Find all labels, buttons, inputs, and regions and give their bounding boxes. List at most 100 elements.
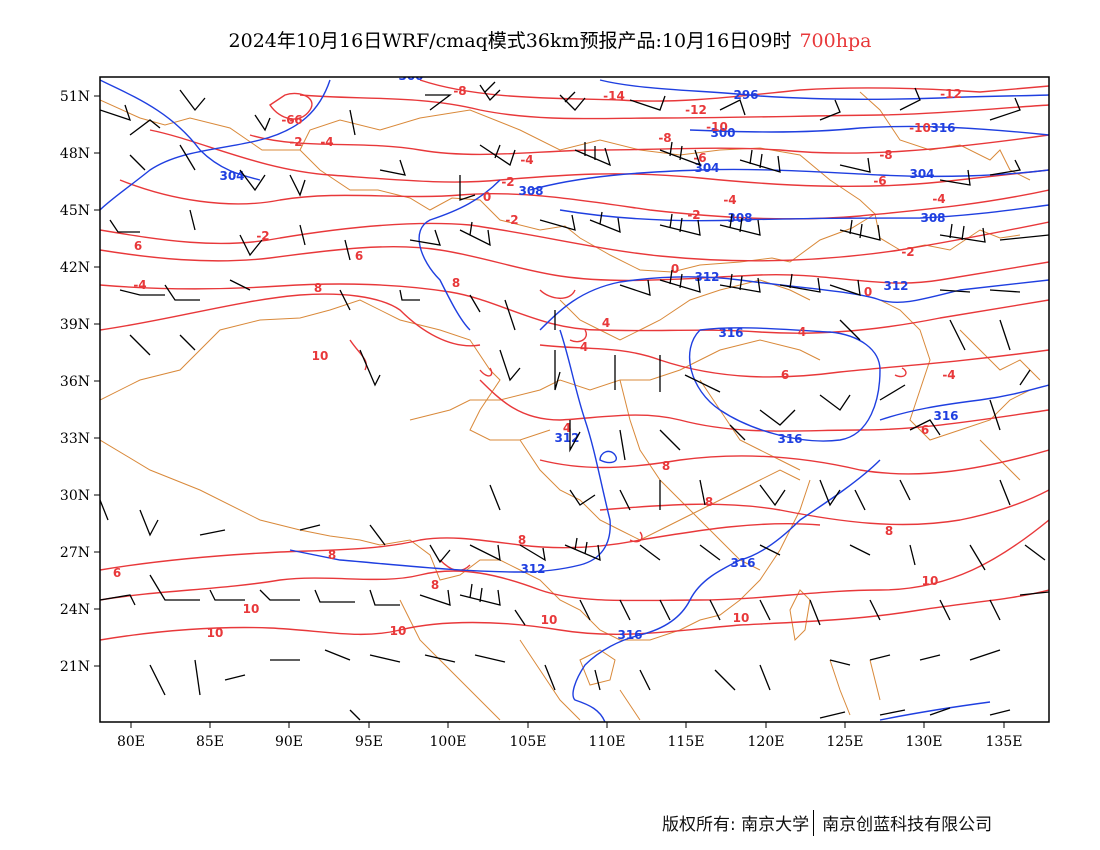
height-label: 312 (554, 431, 579, 445)
wind-barb (809, 599, 821, 626)
temp-line (539, 289, 587, 343)
wind-barb (759, 409, 796, 426)
wind-barb (109, 219, 140, 233)
wind-barb (179, 334, 196, 351)
wind-barb (939, 599, 951, 621)
temp-label: 6 (355, 249, 363, 263)
temp-label: -8 (879, 148, 892, 162)
temp-label: -6 (281, 113, 294, 127)
wind-barb (849, 544, 871, 556)
wind-barb (229, 279, 251, 291)
height-line (879, 701, 991, 721)
wind-barb (659, 269, 701, 293)
wind-barb (254, 114, 271, 132)
wind-barb (164, 284, 200, 301)
temp-label: 6 (113, 566, 121, 580)
wind-barb (569, 489, 596, 506)
wind-barb (299, 224, 306, 246)
wind-barb (499, 349, 521, 382)
map-frame (99, 76, 1050, 723)
temp-label: 0 (864, 285, 872, 299)
border-hainan (579, 649, 616, 686)
temp-label: 6 (921, 423, 929, 437)
wind-barb (299, 524, 321, 531)
height-label: 312 (694, 270, 719, 284)
lon-label: 120E (748, 734, 785, 750)
height-line (599, 79, 1049, 101)
temp-label: -6 (289, 113, 302, 127)
lat-label: 24N (60, 602, 90, 618)
border-japan (959, 329, 1041, 481)
wind-barb (639, 669, 651, 691)
wind-barb (969, 649, 1001, 661)
wind-barb (359, 349, 381, 387)
wind-barb (539, 214, 576, 231)
border-southeast-asia (399, 599, 641, 721)
wind-barb (1019, 591, 1049, 596)
wind-barb (179, 89, 206, 112)
height-label: 316 (718, 326, 743, 340)
wind-barb (619, 429, 626, 461)
border-philippines (829, 659, 881, 716)
wind-barb (939, 289, 971, 293)
temp-line (100, 589, 1049, 641)
wind-barb (574, 142, 612, 167)
wind-barb (469, 294, 481, 313)
wind-barb (989, 709, 1011, 716)
wind-barb (100, 499, 109, 521)
wind-barb (949, 319, 966, 351)
wind-barb (259, 589, 300, 601)
lat-label: 51N (60, 89, 90, 105)
lon-label: 80E (117, 734, 145, 750)
wind-barb (779, 273, 821, 293)
wind-barb (129, 119, 161, 136)
lat-label: 21N (60, 659, 90, 675)
wind-barb (459, 583, 501, 606)
temp-label: -8 (658, 131, 671, 145)
border-lines (100, 91, 1041, 721)
temp-label: -10 (706, 120, 728, 134)
wind-barb (129, 334, 151, 356)
height-label: 304 (219, 169, 244, 183)
copyright-footer: 版权所有: 南京大学 南京创蓝科技有限公司 (662, 810, 992, 836)
title-level: 700hpa (799, 30, 872, 52)
wind-barb (504, 299, 516, 331)
wind-barb (619, 279, 651, 296)
temp-label: 8 (662, 459, 670, 473)
wind-barb (929, 707, 951, 716)
wind-barb (639, 544, 661, 561)
height-line (418, 179, 501, 331)
wind-barb (179, 144, 196, 171)
height-label: 308 (727, 211, 752, 225)
temp-label: -10 (909, 121, 931, 135)
temp-line (100, 283, 1049, 334)
temp-label: 4 (563, 421, 571, 435)
border-provinces-4 (619, 379, 761, 571)
temp-label: -2 (501, 175, 514, 189)
wind-barb (714, 669, 736, 691)
wind-barb (129, 154, 146, 171)
temp-label: 4 (580, 340, 588, 354)
wind-barb (349, 109, 356, 136)
height-label: 296 (733, 88, 758, 102)
wind-barb (459, 221, 491, 247)
wind-barb (199, 529, 226, 536)
wind-barb (759, 544, 781, 556)
temp-label: -4 (723, 193, 736, 207)
height-line (100, 79, 331, 211)
temp-line (439, 367, 907, 572)
temp-label: 6 (781, 368, 789, 382)
temp-label: 10 (922, 574, 939, 588)
wind-barb (289, 174, 306, 197)
wind-barb (829, 659, 851, 666)
wind-barb (854, 489, 866, 511)
wind-barb (999, 234, 1049, 241)
border-mongolia-north (299, 109, 876, 215)
lat-label: 39N (60, 317, 90, 333)
wind-barb (429, 544, 451, 564)
lon-axis (130, 722, 1005, 728)
temp-label: -2 (256, 229, 269, 243)
temp-label: 8 (431, 578, 439, 592)
height-label: 300 (710, 126, 735, 140)
wind-barb (239, 169, 266, 192)
